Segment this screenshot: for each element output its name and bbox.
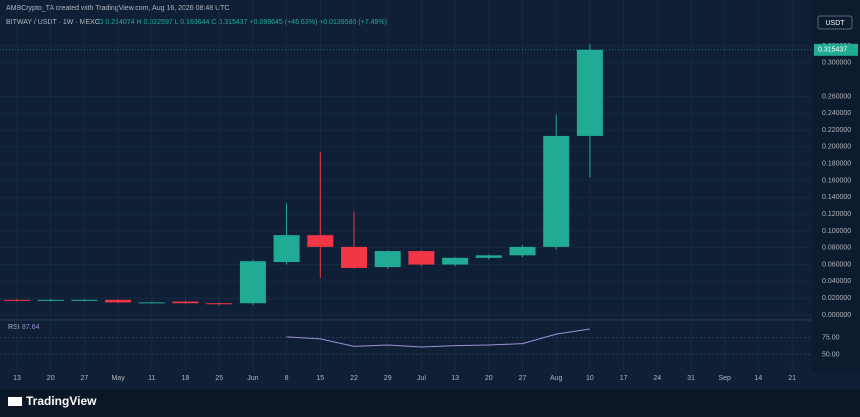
rsi-tick-label: 75.00	[822, 334, 840, 341]
x-tick-label: 17	[620, 375, 628, 382]
candle-body	[307, 235, 334, 247]
candle-body	[239, 261, 266, 304]
rsi-label: RSI	[8, 324, 20, 331]
y-tick-label: 0.100000	[822, 228, 851, 235]
x-tick-label: 31	[687, 375, 695, 382]
candle-body	[509, 246, 536, 256]
candle-body	[442, 257, 469, 265]
currency-badge	[817, 15, 853, 30]
x-tick-label: 21	[788, 375, 796, 382]
x-tick-label: 24	[653, 375, 661, 382]
y-tick-label: 0.260000	[822, 93, 851, 100]
x-tick-label: 13	[13, 375, 21, 382]
rsi-line	[286, 328, 590, 348]
x-tick-label: May	[111, 375, 125, 382]
logo	[8, 397, 22, 406]
x-tick-label: Sep	[718, 375, 731, 382]
x-tick-label: 25	[215, 375, 223, 382]
candle-body	[543, 135, 570, 247]
x-tick-label: 27	[81, 375, 89, 382]
x-tick-label: 11	[148, 375, 155, 382]
x-tick-label: 15	[316, 375, 324, 382]
symbol: BITWAY / USDT · 1W · MEXC	[6, 19, 100, 26]
x-tick-label: 14	[755, 375, 763, 382]
candle-body	[206, 303, 233, 305]
rsi-value: 87.64	[22, 324, 40, 331]
x-tick-label: Aug	[550, 375, 563, 382]
candle-body	[71, 299, 98, 301]
currency: USDT	[825, 20, 845, 27]
x-tick-label: 8	[285, 375, 289, 382]
candle-body	[105, 299, 132, 303]
rsi-tick-label: 50.00	[822, 351, 840, 358]
candle-body	[408, 251, 435, 265]
y-tick-label: 0.220000	[822, 127, 851, 134]
x-tick-label: 22	[350, 375, 358, 382]
y-tick-label: 0.080000	[822, 245, 851, 252]
candle-body	[341, 246, 367, 268]
x-tick-label: 20	[47, 375, 55, 382]
x-tick-label: Jul	[417, 375, 426, 382]
candle-body	[4, 299, 30, 301]
watermark: AMBCrypto_TA created with TradingView.co…	[6, 5, 229, 12]
brand: TradingView	[26, 394, 97, 408]
y-tick-label: 0.200000	[822, 144, 851, 151]
price-axis	[812, 0, 860, 372]
y-tick-label: 0.120000	[822, 211, 851, 218]
ohlc: O 0.214074 H 0.322597 L 0.163644 C 0.315…	[98, 19, 387, 26]
y-tick-label: 0.020000	[822, 295, 851, 302]
last-price-box	[814, 43, 858, 56]
x-tick-label: Jun	[247, 375, 258, 382]
y-tick-label: 0.000000	[822, 312, 851, 319]
footer	[0, 390, 860, 417]
x-tick-label: 13	[451, 375, 459, 382]
last-price-label: 0.315437	[818, 47, 847, 54]
y-tick-label: 0.180000	[822, 161, 851, 168]
candle-body	[37, 299, 64, 301]
y-tick-label: 0.240000	[822, 110, 851, 117]
candle-body	[138, 302, 165, 304]
x-tick-label: 29	[384, 375, 392, 382]
candle-body	[576, 49, 603, 136]
candle-body	[374, 251, 401, 268]
y-tick-label: 0.060000	[822, 261, 851, 268]
x-tick-label: 20	[485, 375, 493, 382]
x-tick-label: 10	[586, 375, 594, 382]
y-tick-label: 0.040000	[822, 278, 851, 285]
x-tick-label: 18	[182, 375, 190, 382]
candle-body	[273, 235, 300, 263]
y-tick-label: 0.160000	[822, 177, 851, 184]
candle-body	[172, 301, 199, 304]
candle-body	[475, 255, 502, 258]
y-tick-label: 0.140000	[822, 194, 851, 201]
y-tick-label: 0.300000	[822, 60, 851, 67]
x-tick-label: 27	[519, 375, 527, 382]
